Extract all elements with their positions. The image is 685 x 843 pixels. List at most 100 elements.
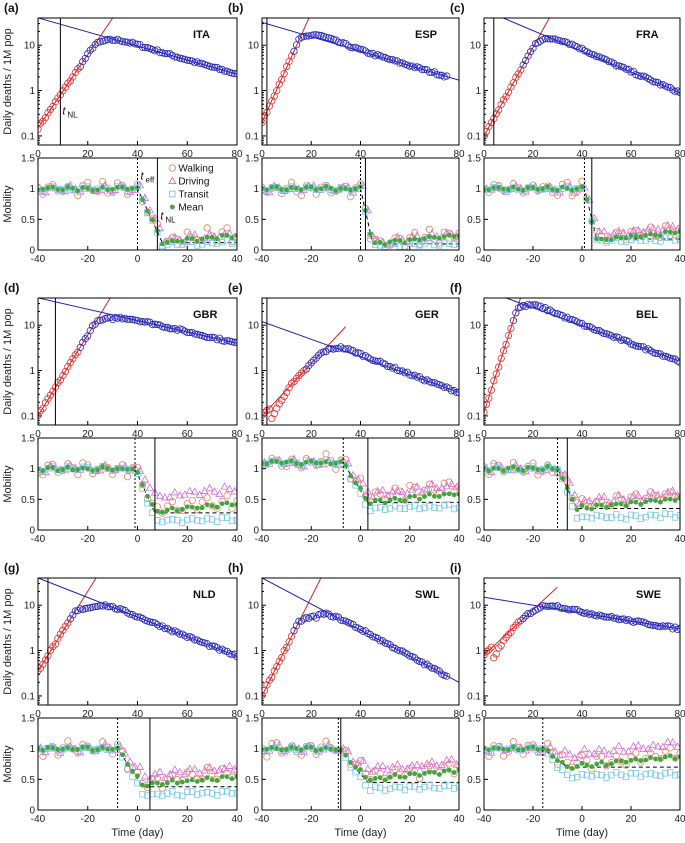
mobility-plot-area bbox=[262, 178, 459, 250]
mobility-point-mean bbox=[328, 185, 334, 191]
death-point bbox=[541, 602, 549, 610]
death-point bbox=[396, 647, 404, 655]
death-point bbox=[425, 662, 434, 670]
x-tick-label: -40 bbox=[31, 254, 46, 265]
x-tick-label: -20 bbox=[526, 534, 541, 545]
mobility-point-driving bbox=[487, 748, 496, 756]
mobility-point-mean bbox=[219, 774, 225, 780]
death-point bbox=[396, 367, 404, 375]
mobility-point-mean bbox=[125, 761, 130, 767]
y-tick-label: 1 bbox=[253, 184, 259, 195]
mobility-point-mean bbox=[130, 466, 135, 472]
mobility-point-mean bbox=[584, 762, 590, 768]
mobility-point-driving bbox=[205, 229, 214, 238]
death-point bbox=[310, 612, 318, 620]
panel-label: (f) bbox=[450, 281, 462, 295]
mobility-point-transit bbox=[396, 505, 404, 512]
mobility-point-driving bbox=[442, 755, 451, 764]
death-point bbox=[509, 317, 518, 325]
death-point bbox=[121, 38, 129, 46]
mobility-point-mean bbox=[189, 504, 195, 510]
mobility-point-transit bbox=[396, 243, 404, 250]
mobility-point-mean bbox=[75, 467, 81, 473]
mobility-point-driving bbox=[393, 759, 402, 768]
y-axis-label: Mobility bbox=[2, 465, 14, 503]
death-point bbox=[600, 330, 608, 338]
death-point bbox=[66, 77, 74, 85]
mobility-point-transit bbox=[193, 791, 201, 798]
mobility-point-mean bbox=[441, 491, 447, 497]
death-point bbox=[415, 373, 424, 381]
mobility-point-transit bbox=[228, 240, 236, 247]
x-tick-label: 20 bbox=[527, 429, 539, 440]
mobility-point-mean bbox=[179, 507, 185, 512]
mobility-point-transit bbox=[208, 790, 216, 797]
death-point bbox=[61, 83, 69, 91]
mobility-point-transit bbox=[676, 771, 680, 778]
mobility-point-mean bbox=[95, 747, 101, 752]
mobility-axes-frame bbox=[483, 157, 681, 251]
death-point bbox=[607, 612, 616, 621]
mobility-point-mean bbox=[224, 500, 230, 506]
death-point bbox=[526, 301, 535, 309]
y-axis-label: Daily deaths / 1M pop bbox=[2, 308, 14, 414]
death-point bbox=[563, 313, 571, 321]
mobility-point-mean bbox=[613, 234, 619, 240]
mobility-point-mean bbox=[589, 764, 595, 770]
death-point bbox=[361, 627, 370, 635]
mobility-point-driving bbox=[668, 738, 677, 746]
mobility-point-mean bbox=[427, 769, 432, 775]
mobility-point-driving bbox=[358, 756, 368, 764]
mobility-point-transit bbox=[376, 504, 384, 511]
death-point bbox=[361, 351, 370, 360]
mobility-point-mean bbox=[308, 744, 314, 750]
x-tick-label: 40 bbox=[355, 149, 367, 160]
mobility-point-transit bbox=[554, 764, 561, 771]
mobility-point-mean bbox=[392, 237, 398, 243]
death-point bbox=[91, 602, 99, 611]
mobility-point-mean bbox=[545, 463, 551, 469]
mobility-point-driving bbox=[230, 486, 237, 495]
mobility-point-transit bbox=[573, 185, 581, 192]
death-point bbox=[349, 44, 357, 52]
death-point bbox=[502, 633, 510, 641]
death-point bbox=[425, 68, 434, 76]
mobility-point-mean bbox=[194, 238, 200, 244]
x-tick-label: 60 bbox=[182, 149, 194, 160]
death-point bbox=[356, 625, 365, 634]
death-point bbox=[492, 650, 500, 658]
death-point bbox=[71, 68, 79, 77]
death-point bbox=[290, 47, 298, 55]
deaths-axes-frame bbox=[37, 17, 238, 146]
mobility-point-transit bbox=[223, 514, 231, 521]
mobility-point-transit bbox=[203, 515, 211, 522]
mobility-point-mean bbox=[501, 468, 506, 474]
mobility-point-transit bbox=[578, 513, 586, 521]
mobility-point-transit bbox=[642, 770, 649, 778]
x-tick-label: -20 bbox=[526, 254, 541, 265]
mobility-point-mean bbox=[662, 754, 668, 760]
death-point bbox=[305, 614, 313, 622]
mobility-point-mean bbox=[594, 502, 600, 508]
death-point bbox=[507, 628, 515, 636]
mobility-point-mean bbox=[633, 756, 639, 762]
y-tick-label: 0 bbox=[253, 246, 259, 257]
mobility-point-mean bbox=[520, 747, 526, 753]
y-tick-label: 0 bbox=[29, 246, 35, 257]
death-point bbox=[499, 347, 508, 355]
mobility-point-mean bbox=[569, 496, 575, 502]
mobility-point-walking bbox=[203, 224, 211, 232]
mobility-point-mean bbox=[520, 468, 526, 474]
mobility-point-mean bbox=[155, 508, 160, 514]
mobility-point-driving bbox=[225, 484, 234, 492]
death-point bbox=[300, 367, 308, 375]
death-point bbox=[193, 58, 201, 66]
death-point bbox=[342, 40, 350, 48]
mobility-point-mean bbox=[407, 771, 413, 777]
mobility-point-mean bbox=[609, 761, 614, 767]
death-point bbox=[558, 38, 567, 46]
panel-label: (b) bbox=[228, 1, 243, 15]
mobility-point-transit bbox=[164, 790, 171, 797]
death-point bbox=[342, 345, 350, 353]
mobility-point-transit bbox=[436, 242, 443, 249]
